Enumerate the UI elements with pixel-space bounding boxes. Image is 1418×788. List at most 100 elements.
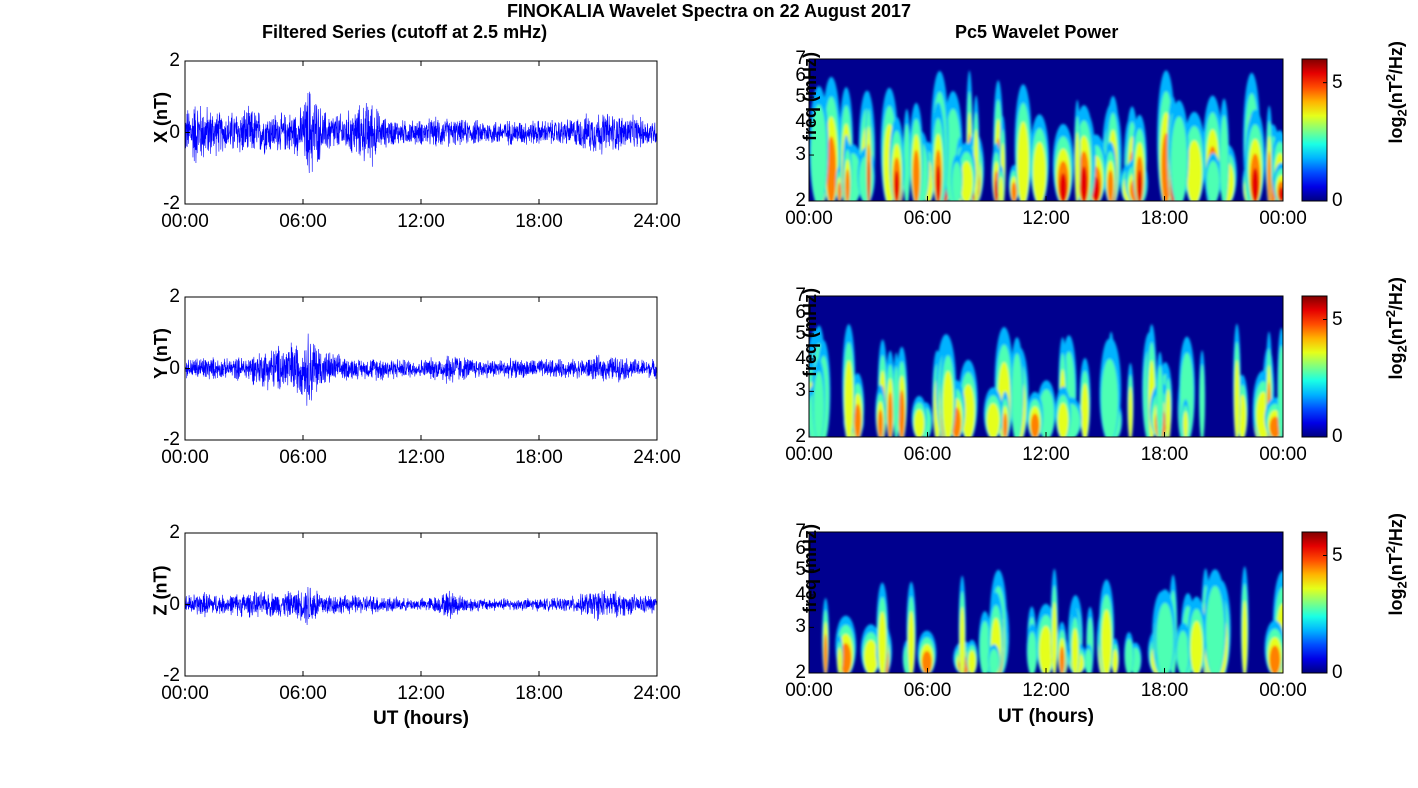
wavelet-z-heatmap-blob	[864, 639, 878, 673]
filtered-z-xtick-label: 12:00	[397, 683, 445, 704]
filtered-z-xlabel: UT (hours)	[372, 708, 470, 729]
wavelet-y-heatmap-blob	[1011, 353, 1023, 437]
wavelet-x-heatmap-cells	[809, 70, 1283, 201]
wavelet-z-colorbar-label-part: 2	[1382, 546, 1398, 554]
wavelet-y-heatmap-blob	[1199, 364, 1205, 437]
filtered-z-ytick-label: 2	[169, 522, 180, 543]
wavelet-x-heatmap-blob	[1170, 116, 1188, 201]
wavelet-x-heatmap-blob	[1137, 170, 1143, 201]
wavelet-y-heatmap-cells	[809, 323, 1283, 437]
wavelet-y-colorbar-label-part: 2	[1394, 345, 1410, 353]
wavelet-x-panel	[808, 58, 1328, 202]
filtered-y-xtick-label: 12:00	[397, 447, 445, 468]
wavelet-z-ytick-label: 2	[795, 662, 806, 683]
wavelet-x-ylabel: freq (mHz)	[799, 51, 820, 141]
wavelet-y-heatmap-blob	[986, 403, 1000, 437]
wavelet-y-heatmap-blob	[893, 366, 899, 437]
wavelet-z-heatmap-blob	[1085, 648, 1093, 673]
wavelet-z-xtick-label: 12:00	[1022, 680, 1070, 701]
wavelet-z-heatmap-blob	[1176, 630, 1189, 673]
wavelet-x-heatmap-blob	[935, 165, 941, 201]
wavelet-z-heatmap-blob	[1112, 649, 1118, 673]
wavelet-y-heatmap-blob	[1183, 411, 1188, 437]
wavelet-x-heatmap-blob	[1080, 166, 1088, 201]
wavelet-x-heatmap-blob	[1017, 121, 1029, 201]
wavelet-y-heatmap-blob	[1030, 413, 1040, 437]
wavelet-y-colorbar-tick-label: 0	[1332, 426, 1343, 447]
wavelet-x-colorbar-label-part: /Hz)	[1385, 40, 1406, 74]
wavelet-x-ytick-label: 6	[795, 65, 806, 87]
wavelet-x-heatmap-blob	[952, 161, 962, 201]
left-column-title: Filtered Series (cutoff at 2.5 mHz)	[262, 22, 548, 42]
wavelet-z-colorbar-label-part: /Hz)	[1385, 513, 1406, 547]
filtered-y-ytick-label: -2	[163, 429, 180, 450]
filtered-z-xtick-label: 18:00	[515, 683, 563, 704]
wavelet-z-heatmap-blob	[908, 611, 915, 673]
wavelet-z-heatmap-blob	[968, 650, 976, 673]
wavelet-z-heatmap-blob	[1027, 631, 1037, 673]
wavelet-y-heatmap-blob	[854, 403, 862, 437]
right-column-title: Pc5 Wavelet Power	[955, 22, 1119, 42]
filtered-z-xtick-label: 24:00	[633, 683, 681, 704]
filtered-x-ylabel: X (nT)	[150, 92, 171, 143]
filtered-x-ytick-label: -2	[163, 193, 180, 214]
wavelet-z-colorbar-tick-label: 0	[1332, 662, 1343, 683]
wavelet-z-ytick-label: 6	[795, 538, 806, 560]
wavelet-x-heatmap-blob	[837, 182, 842, 201]
wavelet-x-heatmap-blob	[1075, 132, 1080, 201]
wavelet-x-heatmap-blob	[960, 161, 973, 201]
wavelet-z-heatmap-cells	[822, 566, 1283, 673]
wavelet-y-heatmap-blob	[914, 409, 925, 437]
wavelet-z-panel	[808, 531, 1328, 674]
filtered-y-xtick-label: 06:00	[279, 447, 327, 468]
wavelet-y-colorbar-label: log2(nT2/Hz)	[1383, 277, 1410, 379]
wavelet-z-heatmap-blob	[922, 650, 932, 673]
wavelet-z-heatmap-blob	[1071, 628, 1079, 673]
filtered-z-ylabel: Z (nT)	[149, 565, 170, 615]
wavelet-z-heatmap-blob	[837, 647, 842, 673]
wavelet-y-ytick-label: 3	[795, 380, 806, 402]
wavelet-y-heatmap-blob	[1234, 360, 1240, 437]
wavelet-y-heatmap-blob	[1166, 389, 1171, 437]
filtered-y-series-line	[184, 333, 658, 406]
filtered-y-xtick-label: 18:00	[515, 447, 563, 468]
wavelet-x-ytick-label: 5	[795, 86, 806, 108]
wavelet-z-heatmap-blob	[1101, 609, 1112, 673]
filtered-y-ytick-label: 0	[169, 357, 180, 379]
wavelet-y-colorbar	[1301, 295, 1328, 438]
wavelet-x-heatmap-blob	[1206, 160, 1220, 201]
wavelet-x-heatmap-blob	[1011, 182, 1017, 201]
wavelet-z-heatmap-blob	[823, 634, 828, 673]
figure-title: FINOKALIA Wavelet Spectra on 22 August 2…	[506, 1, 912, 21]
wavelet-y-ytick-label: 2	[795, 426, 806, 447]
wavelet-y-xtick-label: 06:00	[903, 444, 952, 465]
wavelet-x-heatmap-blob	[1251, 168, 1259, 201]
wavelet-x-ytick-label: 7	[795, 48, 806, 69]
wavelet-z-colorbar-label: log2(nT2/Hz)	[1383, 513, 1410, 615]
wavelet-z-ytick-label: 4	[795, 583, 806, 605]
wavelet-y-heatmap-blob	[1101, 358, 1119, 437]
wavelet-z-heatmap-blob	[1039, 625, 1053, 673]
filtered-x-ytick-label: 2	[169, 50, 180, 71]
wavelet-z-colorbar-label-part: log	[1385, 588, 1406, 616]
wavelet-x-colorbar-tick-label: 5	[1332, 71, 1343, 93]
filtered-x-xtick-label: 18:00	[515, 211, 563, 232]
wavelet-z-ytick-label: 7	[795, 521, 806, 542]
wavelet-y-colorbar-label-part: log	[1385, 352, 1406, 380]
filtered-z-xtick-label: 00:00	[161, 683, 209, 704]
wavelet-x-heatmap-blob	[1033, 142, 1046, 201]
wavelet-z-xtick-label: 00:00	[785, 680, 833, 701]
filtered-z-ytick-label: -2	[163, 665, 180, 686]
wavelet-x-heatmap-blob	[912, 149, 920, 201]
wavelet-x-heatmap-blob	[1267, 151, 1271, 201]
filtered-x-panel	[184, 60, 658, 205]
wavelet-y-heatmap-blob	[877, 409, 883, 437]
wavelet-x-xtick-label: 12:00	[1022, 208, 1070, 229]
wavelet-x-xtick-label: 06:00	[903, 208, 952, 229]
wavelet-y-xtick-label: 00:00	[785, 444, 833, 465]
wavelet-z-heatmap-blob	[878, 611, 887, 673]
filtered-y-xtick-label: 24:00	[633, 447, 681, 468]
wavelet-z-ylabel: freq (mHz)	[799, 524, 820, 613]
wavelet-z-heatmap-blob	[1059, 646, 1065, 673]
